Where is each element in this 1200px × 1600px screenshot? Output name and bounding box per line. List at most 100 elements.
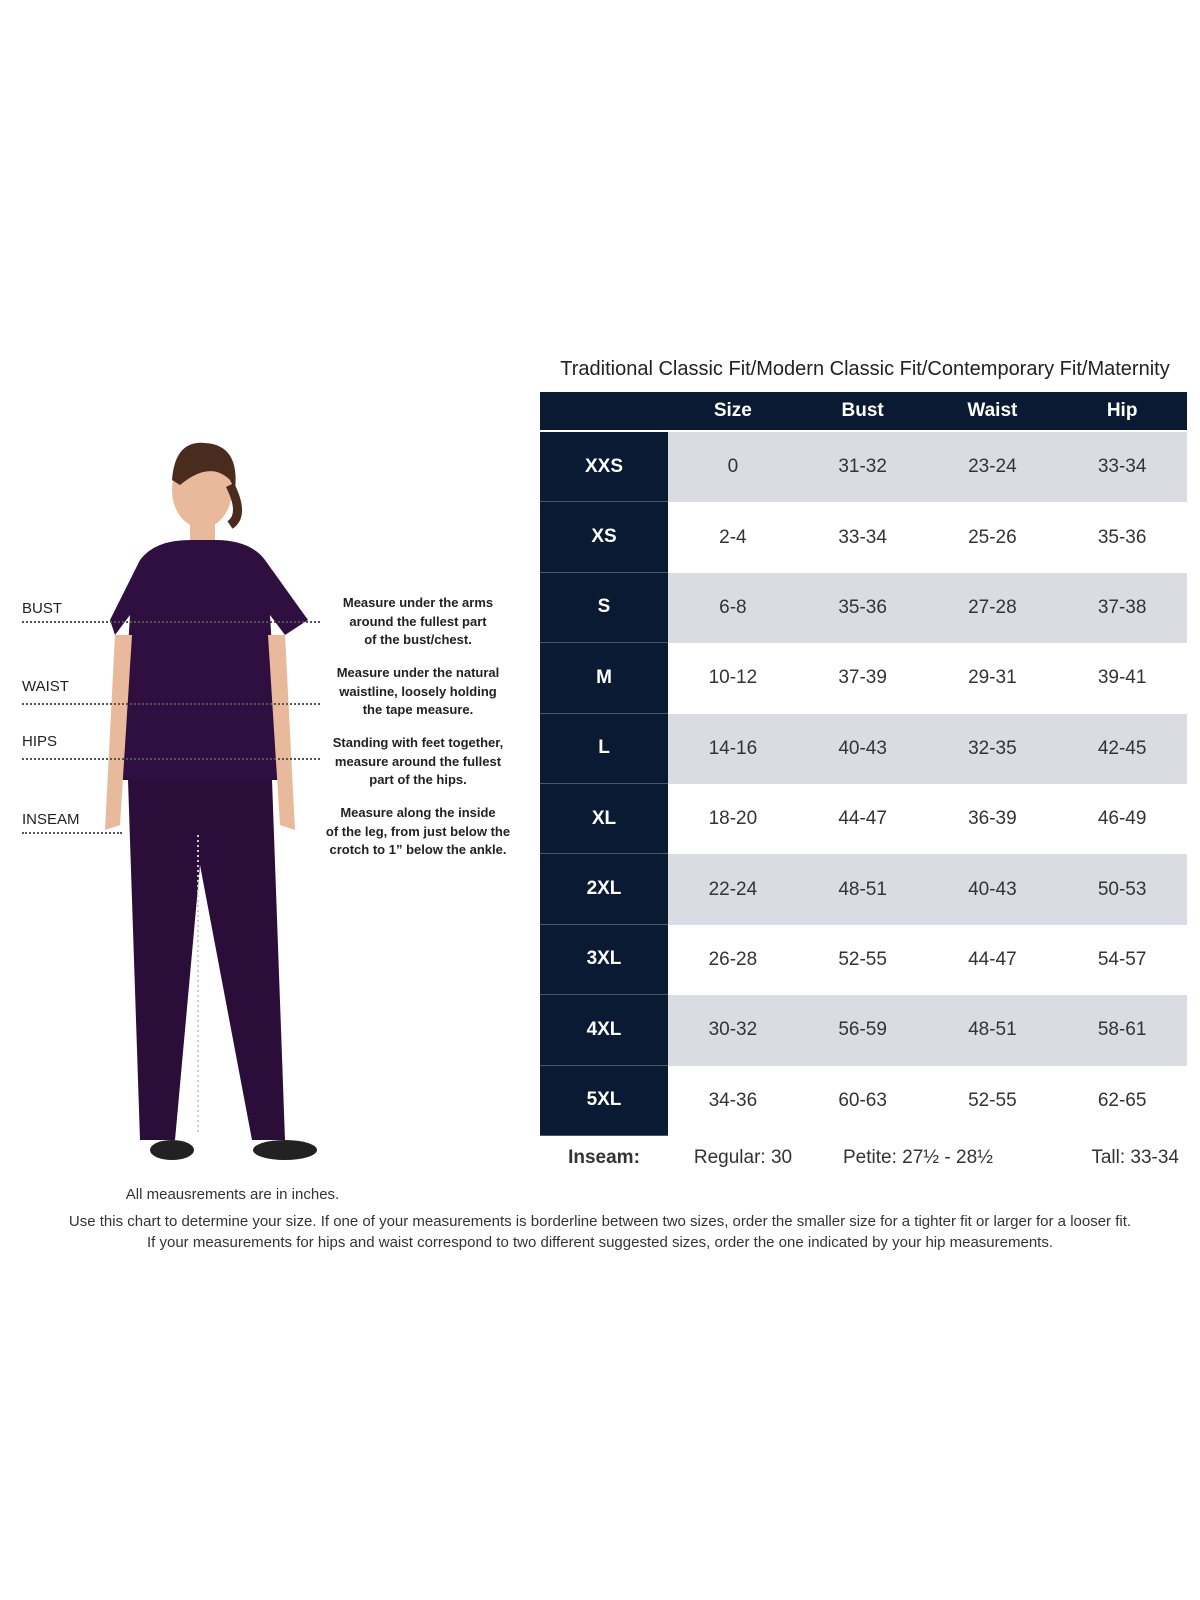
- inseam-line: [22, 832, 122, 834]
- desc-line: measure around the fullest: [334, 753, 502, 769]
- size-label: 5XL: [540, 1065, 668, 1136]
- size-value: 34-36: [708, 1089, 758, 1111]
- desc-line: Measure under the natural: [336, 665, 500, 680]
- hip-value: 37-38: [1097, 596, 1147, 618]
- desc-line: Measure along the inside: [340, 805, 496, 820]
- header-hip: Hip: [1106, 400, 1138, 421]
- table-row: XS 2-4 33-34 25-26 35-36: [540, 502, 1187, 573]
- desc-line: waistline, loosely holding: [339, 683, 497, 699]
- table-row: S 6-8 35-36 27-28 37-38: [540, 572, 1187, 644]
- size-label: M: [540, 643, 668, 714]
- units-note: All meausrements are in inches.: [125, 1186, 340, 1203]
- inseam-row: Inseam: Regular: 30 Petite: 27½ - 28½ Ta…: [540, 1147, 1187, 1169]
- inseam-row-label: Inseam:: [568, 1147, 640, 1168]
- bust-value: 52-55: [838, 948, 887, 970]
- inseam-label: INSEAM: [22, 811, 80, 828]
- bust-value: 31-32: [838, 456, 887, 478]
- bust-value: 56-59: [838, 1019, 887, 1041]
- inseam-tall: Tall: 33-34: [1091, 1147, 1179, 1168]
- hip-value: 42-45: [1097, 737, 1147, 759]
- size-value: 10-12: [708, 667, 758, 689]
- waist-value: 52-55: [968, 1089, 1017, 1111]
- desc-line: crotch to 1” below the ankle.: [329, 842, 507, 857]
- waist-value: 25-26: [968, 526, 1017, 548]
- size-value: 6-8: [719, 596, 747, 618]
- table-row: 3XL 26-28 52-55 44-47 54-57: [540, 924, 1187, 996]
- table-row: M 10-12 37-39 29-31 39-41: [540, 643, 1187, 714]
- waist-value: 27-28: [968, 596, 1017, 618]
- table-row: 4XL 30-32 56-59 48-51 58-61: [540, 995, 1187, 1066]
- waist-description: Measure under the natural waistline, loos…: [318, 664, 518, 720]
- waist-label: WAIST: [22, 678, 69, 695]
- hip-value: 54-57: [1097, 948, 1147, 970]
- sizing-note-2: If your measurements for hips and waist …: [146, 1234, 1054, 1251]
- desc-line: around the fullest part: [349, 613, 487, 629]
- waist-value: 29-31: [968, 667, 1017, 689]
- size-label: S: [540, 572, 668, 644]
- size-value: 0: [727, 456, 739, 478]
- bust-label: BUST: [22, 600, 63, 617]
- waist-value: 40-43: [968, 878, 1017, 900]
- bust-description: Measure under the arms around the fullest…: [318, 594, 518, 650]
- hip-value: 33-34: [1097, 456, 1147, 478]
- waist-value: 44-47: [968, 948, 1017, 970]
- inseam-regular: Regular: 30: [693, 1147, 793, 1168]
- size-label: 2XL: [540, 854, 668, 925]
- hips-description: Standing with feet together, measure arou…: [318, 734, 518, 790]
- bust-value: 35-36: [838, 596, 887, 618]
- hip-value: 35-36: [1097, 526, 1147, 548]
- table-row: 5XL 34-36 60-63 52-55 62-65: [540, 1065, 1187, 1136]
- size-label: XS: [540, 502, 668, 573]
- bust-value: 37-39: [838, 667, 887, 689]
- table-header: Size Bust Waist Hip: [540, 392, 1187, 430]
- hips-line: [22, 758, 320, 760]
- desc-line: part of the hips.: [369, 772, 467, 787]
- size-value: 18-20: [708, 808, 758, 830]
- inseam-description: Measure along the inside of the leg, from…: [313, 804, 523, 860]
- table-row: 2XL 22-24 48-51 40-43 50-53: [540, 854, 1187, 925]
- bust-value: 40-43: [838, 737, 887, 759]
- model-figure: [105, 442, 317, 1160]
- table-row: XL 18-20 44-47 36-39 46-49: [540, 783, 1187, 855]
- size-label: XXS: [540, 432, 668, 503]
- inseam-petite: Petite: 27½ - 28½: [843, 1147, 993, 1168]
- size-value: 2-4: [719, 526, 747, 548]
- waist-value: 48-51: [968, 1019, 1017, 1041]
- bust-value: 44-47: [838, 808, 887, 830]
- header-waist: Waist: [967, 400, 1018, 421]
- bust-value: 33-34: [838, 526, 887, 548]
- waist-value: 32-35: [968, 737, 1017, 759]
- desc-line: Measure under the arms: [342, 595, 494, 610]
- size-label: XL: [540, 783, 668, 855]
- waist-line: [22, 703, 320, 705]
- size-value: 22-24: [708, 878, 758, 900]
- table-row: L 14-16 40-43 32-35 42-45: [540, 713, 1187, 784]
- table-row: XXS 0 31-32 23-24 33-34: [540, 432, 1187, 503]
- header-size: Size: [713, 400, 752, 421]
- size-value: 30-32: [708, 1019, 758, 1041]
- size-label: 4XL: [540, 995, 668, 1066]
- desc-line: of the leg, from just below the: [325, 823, 511, 839]
- size-value: 26-28: [708, 948, 758, 970]
- hip-value: 39-41: [1097, 667, 1147, 689]
- hips-label: HIPS: [22, 733, 58, 750]
- size-chart-table: Size Bust Waist Hip XXS 0 31-32 23-24 33-34 X…: [540, 392, 1187, 1136]
- size-value: 14-16: [708, 737, 758, 759]
- hip-value: 62-65: [1097, 1089, 1147, 1111]
- waist-value: 36-39: [968, 808, 1017, 830]
- bust-value: 48-51: [838, 878, 887, 900]
- bust-value: 60-63: [838, 1089, 887, 1111]
- desc-line: Standing with feet together,: [332, 735, 504, 750]
- chart-title: Traditional Classic Fit/Modern Classic F…: [560, 358, 1170, 380]
- size-label: L: [540, 713, 668, 784]
- bust-line: [22, 621, 320, 623]
- size-label: 3XL: [540, 924, 668, 996]
- desc-line: the tape measure.: [362, 702, 474, 717]
- hip-value: 50-53: [1097, 878, 1147, 900]
- sizing-note-1: Use this chart to determine your size. I…: [68, 1213, 1132, 1230]
- desc-line: of the bust/chest.: [364, 632, 472, 647]
- hip-value: 58-61: [1097, 1019, 1147, 1041]
- hip-value: 46-49: [1097, 808, 1147, 830]
- waist-value: 23-24: [968, 456, 1017, 478]
- header-bust: Bust: [841, 400, 884, 421]
